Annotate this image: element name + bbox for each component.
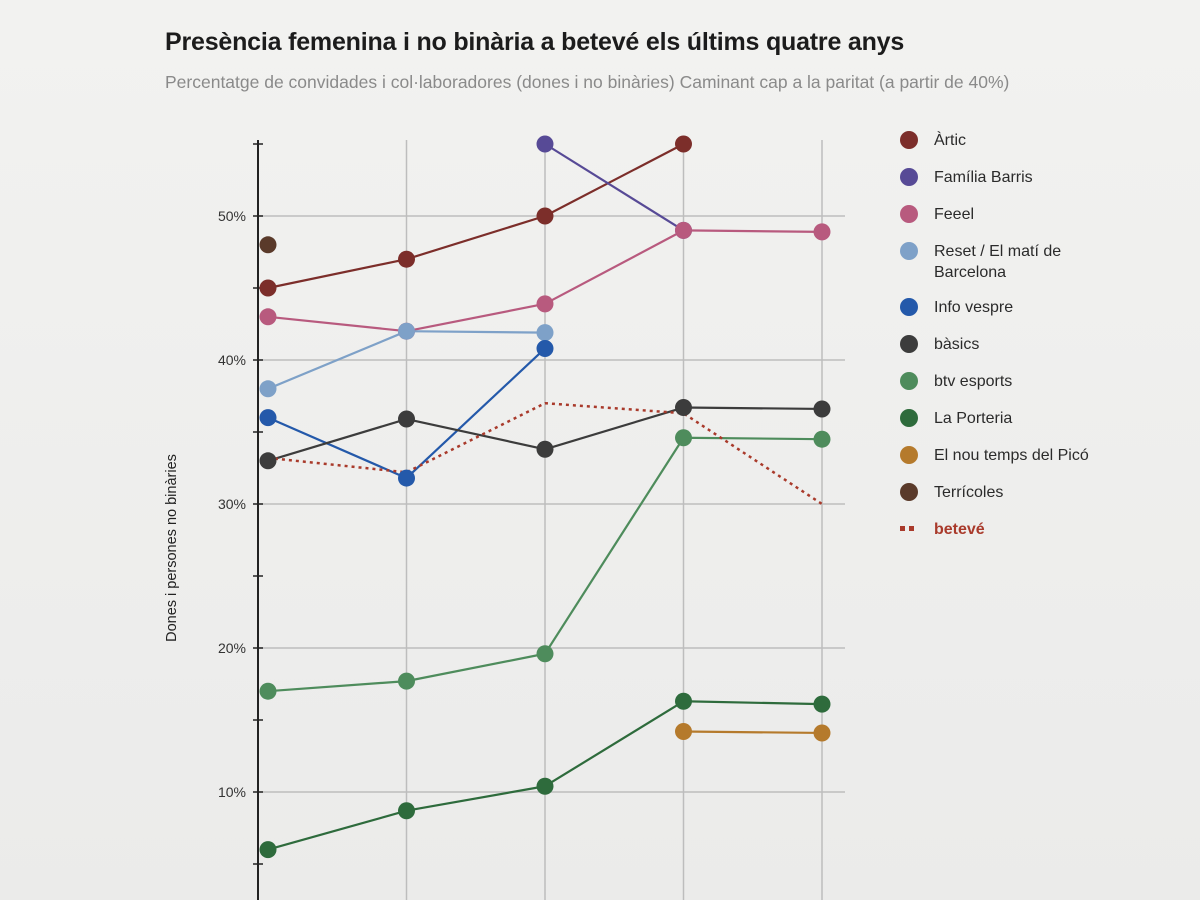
chart-subtitle: Percentatge de convidades i col·laborado… — [165, 72, 1010, 92]
legend-item-btv-esports: btv esports — [900, 371, 1170, 392]
legend-item-info-vespre: Info vespre — [900, 297, 1170, 318]
legend-item-reset-el-mati-de-barcelona: Reset / El matí de Barcelona — [900, 241, 1170, 283]
data-point-reset-el-mati-de-barcelona — [398, 322, 415, 340]
data-point-la-porteria — [813, 695, 831, 713]
legend-marker — [900, 519, 918, 537]
chart-title: Presència femenina i no binària a betevé… — [165, 28, 905, 56]
data-point-artic — [536, 207, 554, 225]
data-point-la-porteria — [259, 841, 277, 859]
data-point-basics — [813, 400, 831, 418]
legend-marker — [900, 372, 918, 390]
series-points — [259, 135, 831, 859]
data-point-btv-esports — [813, 430, 831, 448]
legend-label: El nou temps del Picó — [934, 447, 1089, 464]
legend-item-feeel: Feeel — [900, 204, 1170, 225]
legend-item-beteve: betevé — [900, 519, 1170, 540]
series-line-el-nou-temps-del-pico — [683, 730, 823, 735]
legend-marker — [900, 168, 918, 186]
series-line-familia-barris — [544, 143, 685, 232]
legend-label: La Porteria — [934, 410, 1013, 427]
data-point-basics — [536, 440, 554, 458]
data-point-la-porteria — [675, 692, 692, 710]
legend-item-artic: Àrtic — [900, 130, 1170, 151]
data-point-info-vespre — [536, 339, 554, 357]
line-chart: 10% 20% 30% 40% 50% — [218, 135, 845, 900]
data-point-info-vespre — [398, 469, 415, 487]
legend-marker — [900, 298, 918, 316]
data-point-la-porteria — [398, 802, 415, 820]
data-point-reset-el-mati-de-barcelona — [259, 380, 277, 398]
data-point-feeel — [813, 223, 831, 241]
legend-label: btv esports — [934, 373, 1013, 390]
data-point-el-nou-temps-del-pico — [675, 723, 692, 741]
legend-label: Info vespre — [934, 299, 1014, 316]
legend-label: Feeel — [934, 206, 975, 223]
legend-label: Família Barris — [934, 169, 1033, 186]
data-point-feeel — [675, 221, 692, 239]
legend-item-la-porteria: La Porteria — [900, 408, 1170, 429]
legend-marker — [900, 446, 918, 464]
data-point-btv-esports — [536, 645, 554, 663]
y-tick-label: 30% — [218, 496, 246, 512]
y-tick-label: 10% — [218, 784, 246, 800]
y-axis: 10% 20% 30% 40% 50% — [218, 140, 263, 900]
data-point-basics — [675, 399, 692, 417]
data-point-basics — [398, 410, 415, 428]
legend-marker — [900, 483, 918, 501]
legend-label: Terrícoles — [934, 484, 1004, 501]
series-line-artic — [267, 143, 685, 290]
y-tick-label: 20% — [218, 640, 246, 656]
data-point-btv-esports — [259, 682, 277, 700]
data-point-el-nou-temps-del-pico — [813, 724, 831, 742]
chart-legend: Àrtic Família Barris Feeel Reset / El matí … — [900, 130, 1170, 556]
legend-marker — [900, 205, 918, 223]
data-point-feeel — [259, 308, 277, 326]
y-tick-label: 50% — [218, 208, 246, 224]
legend-item-basics: bàsics — [900, 334, 1170, 355]
legend-item-terricoles: Terrícoles — [900, 482, 1170, 503]
data-point-artic — [398, 250, 415, 268]
legend-label: Reset / El matí de Barcelona — [934, 243, 1062, 281]
data-point-familia-barris — [536, 135, 554, 153]
data-point-terricoles — [259, 236, 277, 254]
y-tick-label: 40% — [218, 352, 246, 368]
data-point-reset-el-mati-de-barcelona — [536, 324, 554, 342]
legend-marker — [900, 335, 918, 353]
data-point-artic — [675, 135, 692, 153]
data-point-btv-esports — [398, 672, 415, 690]
legend-marker — [900, 131, 918, 149]
data-point-artic — [259, 279, 277, 297]
data-point-info-vespre — [259, 409, 277, 427]
legend-marker — [900, 242, 918, 260]
legend-label: bàsics — [934, 336, 980, 353]
legend-marker — [900, 409, 918, 427]
data-point-feeel — [536, 295, 554, 313]
legend-label: Àrtic — [934, 132, 966, 149]
data-point-btv-esports — [675, 429, 692, 447]
legend-item-el-nou-temps-del-pico: El nou temps del Picó — [900, 445, 1170, 466]
chart-grid — [258, 140, 845, 900]
data-point-la-porteria — [536, 777, 554, 795]
legend-item-familia-barris: Família Barris — [900, 167, 1170, 188]
data-point-basics — [259, 452, 277, 470]
series-line-beteve — [267, 401, 823, 506]
legend-label: betevé — [934, 521, 985, 538]
